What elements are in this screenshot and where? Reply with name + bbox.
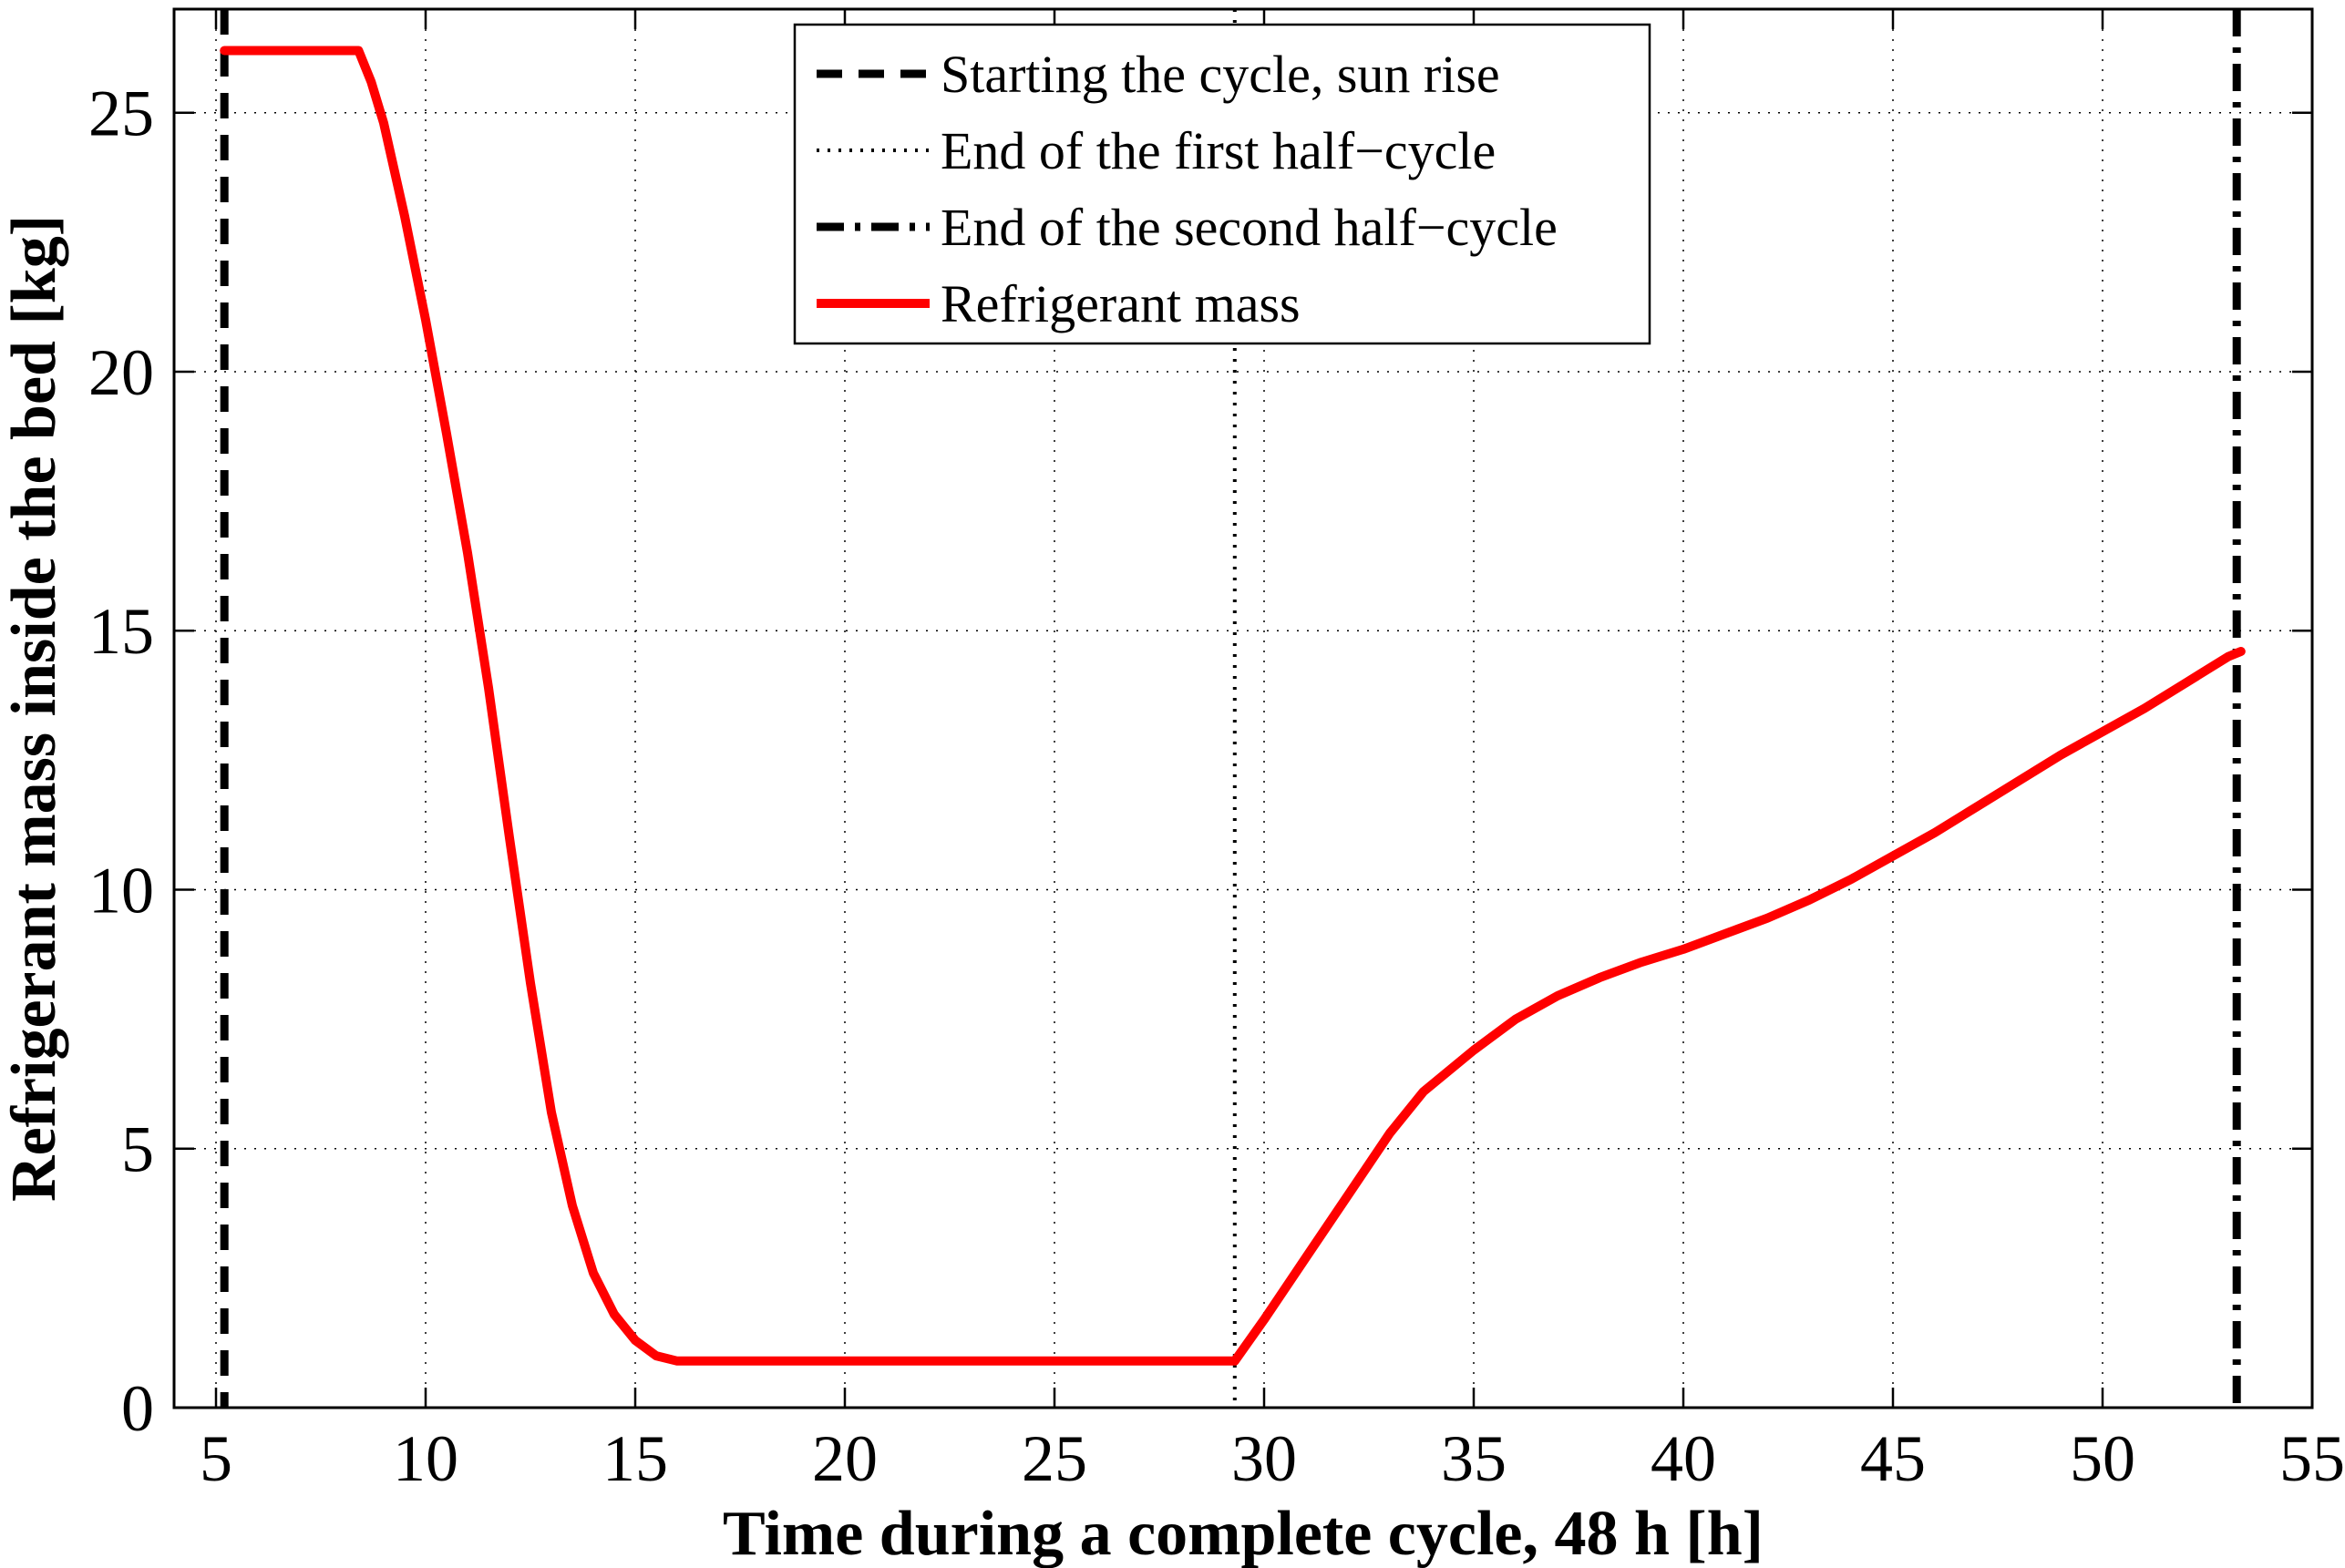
x-tick-label: 50 <box>2070 1422 2135 1495</box>
series-layer <box>220 46 2246 1366</box>
x-tick-label: 35 <box>1441 1422 1507 1495</box>
y-tick-label: 0 <box>121 1372 154 1445</box>
y-tick-label: 25 <box>88 77 154 150</box>
x-tick-label: 55 <box>2279 1422 2345 1495</box>
legend-label: End of the second half−cycle <box>941 198 1558 257</box>
x-tick-label: 5 <box>200 1422 232 1495</box>
x-tick-label: 40 <box>1651 1422 1716 1495</box>
x-tick-label: 10 <box>393 1422 458 1495</box>
x-tick-label: 45 <box>1860 1422 1926 1495</box>
y-tick-label: 5 <box>121 1113 154 1186</box>
reference-lines <box>220 9 2241 1408</box>
x-axis-title: Time during a complete cycle, 48 h [h] <box>723 1499 1764 1568</box>
y-tick-label: 20 <box>88 336 154 409</box>
plot-frame <box>172 7 2314 1409</box>
series-line-refrigerant-mass <box>220 46 2246 1366</box>
y-axis-title: Refrigerant mass inside the bed [kg] <box>0 215 69 1202</box>
legend: Starting the cycle, sun rise End of the f… <box>793 23 1651 345</box>
x-tick-label: 25 <box>1022 1422 1087 1495</box>
y-tick-label: 15 <box>88 595 154 668</box>
legend-box <box>793 23 1651 345</box>
x-tick-label: 15 <box>602 1422 668 1495</box>
legend-label: Starting the cycle, sun rise <box>941 45 1500 104</box>
legend-label: Refrigerant mass <box>941 274 1301 333</box>
legend-label: End of the first half−cycle <box>941 121 1496 180</box>
y-tick-label: 10 <box>88 854 154 927</box>
x-tick-label: 30 <box>1231 1422 1297 1495</box>
x-tick-label: 20 <box>812 1422 878 1495</box>
